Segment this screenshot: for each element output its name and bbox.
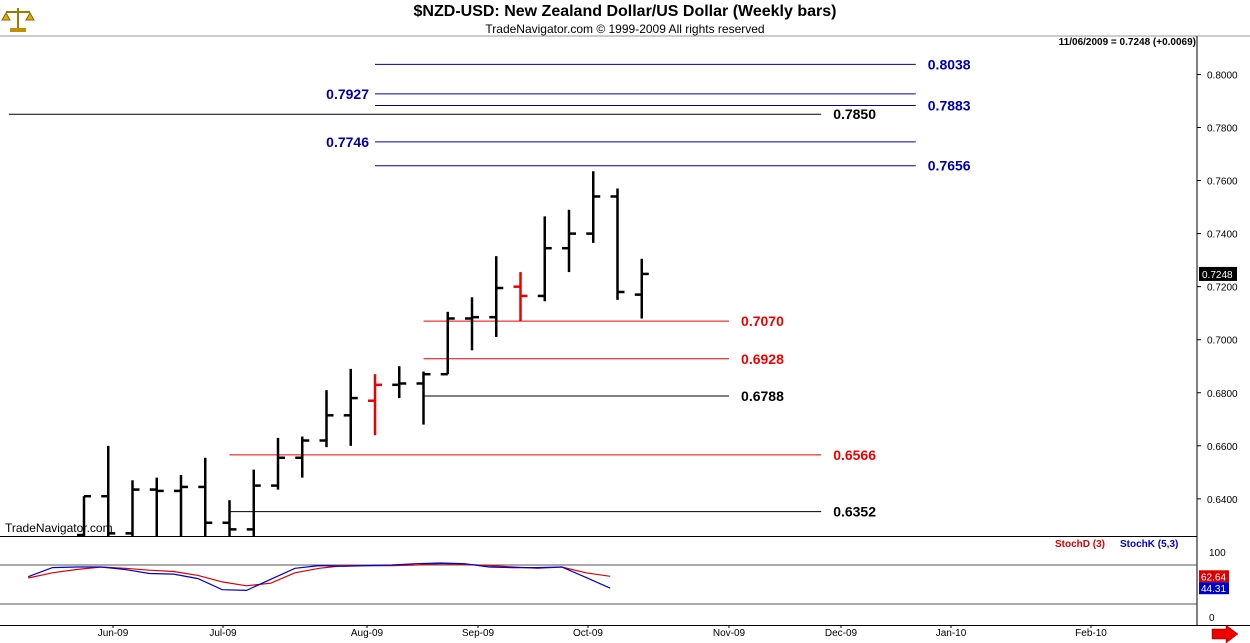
level-label: 0.8038 [928, 56, 971, 72]
price-tick-label: 0.7400 [1207, 230, 1238, 241]
chart-title: $NZD-USD: New Zealand Dollar/US Dollar (… [413, 3, 837, 20]
level-label: 0.6928 [741, 351, 784, 367]
stoch-tick-label: 0 [1209, 613, 1215, 624]
stoch-k-value: 44.31 [1201, 584, 1226, 595]
level-label: 0.6566 [833, 447, 876, 463]
stoch-tick-label: 100 [1209, 548, 1226, 559]
level-label: 0.7850 [833, 106, 876, 122]
stoch-d-value-tag [1199, 570, 1229, 583]
right-arrow-icon[interactable] [1211, 624, 1239, 643]
stoch-d-value: 62.64 [1201, 572, 1226, 583]
date-tick-label: Jun-09 [98, 628, 129, 639]
stoch-k-legend: StochK (5,3) [1120, 539, 1178, 550]
price-tick-label: 0.6400 [1207, 495, 1238, 506]
level-label: 0.7656 [928, 158, 971, 174]
date-tick-label: Jan-10 [936, 628, 967, 639]
price-tick-label: 0.7200 [1207, 283, 1238, 294]
date-tick-label: Dec-09 [825, 628, 858, 639]
level-label: 0.7883 [928, 97, 971, 113]
price-tick-label: 0.8000 [1207, 70, 1238, 81]
level-label: 0.7070 [741, 313, 784, 329]
date-tick-label: Aug-09 [351, 628, 384, 639]
date-tick-label: Jul-09 [209, 628, 237, 639]
price-tick-label: 0.7000 [1207, 336, 1238, 347]
scales-icon [1, 8, 35, 32]
price-tick-label: 0.7800 [1207, 124, 1238, 135]
date-tick-label: Nov-09 [713, 628, 746, 639]
level-label: 0.7927 [326, 86, 369, 102]
stoch-k-value-tag [1199, 582, 1229, 595]
level-label: 0.7746 [326, 134, 369, 150]
chart-subtitle: TradeNavigator.com © 1999-2009 All right… [485, 22, 765, 36]
date-tick-label: Sep-09 [462, 628, 495, 639]
watermark: TradeNavigator.com [5, 521, 113, 535]
level-label: 0.6788 [741, 388, 784, 404]
stoch-d-legend: StochD (3) [1055, 539, 1105, 550]
quote-readout: 11/06/2009 = 0.7248 (+0.0069) [1058, 37, 1196, 48]
date-tick-label: Oct-09 [573, 628, 603, 639]
last-price-tag [1199, 266, 1237, 281]
level-label: 0.6352 [833, 504, 876, 520]
price-tick-label: 0.6800 [1207, 389, 1238, 400]
price-tick-label: 0.6600 [1207, 442, 1238, 453]
price-tick-label: 0.7600 [1207, 177, 1238, 188]
date-tick-label: Feb-10 [1075, 628, 1107, 639]
last-price-label: 0.7248 [1202, 270, 1233, 281]
stoch-k-line [27, 562, 611, 592]
